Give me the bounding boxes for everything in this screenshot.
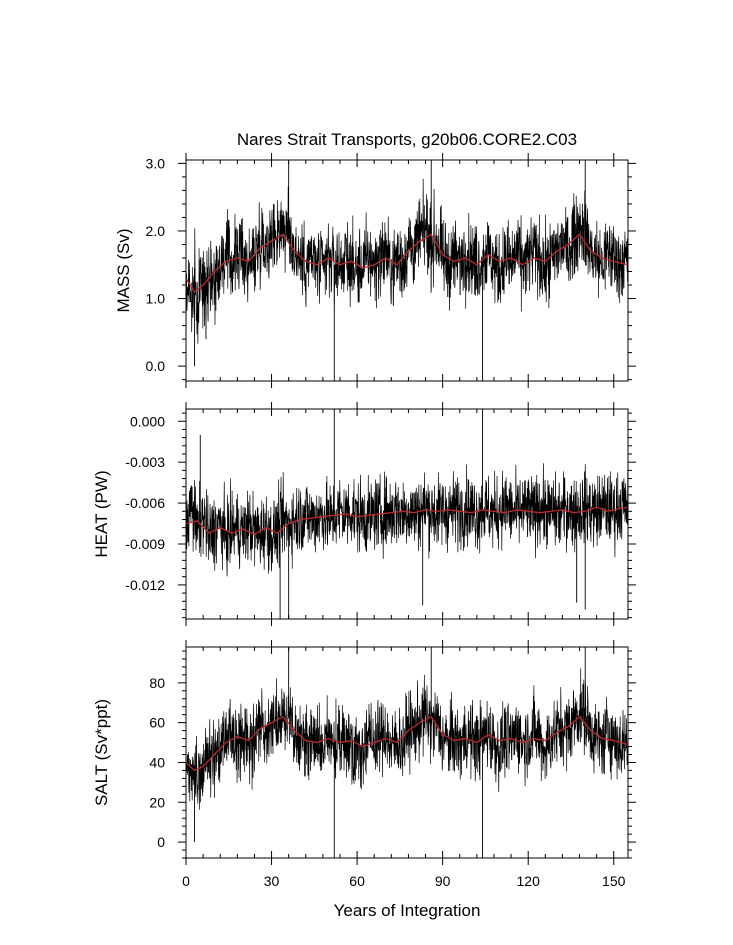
x-axis-label: Years of Integration — [334, 901, 481, 920]
series-monthly-heat — [186, 463, 628, 577]
panel-frame-salt — [185, 646, 629, 859]
y-tick-label-mass: 0.0 — [146, 358, 166, 374]
series-smoothed-heat — [186, 506, 628, 536]
y-tick-label-salt: 80 — [149, 675, 165, 691]
y-axis-label-mass: MASS (Sv) — [114, 228, 133, 312]
series-smoothed-salt — [186, 715, 628, 772]
x-tick-label: 0 — [182, 873, 190, 889]
x-tick-label: 30 — [264, 873, 280, 889]
y-tick-label-heat: 0.000 — [130, 413, 165, 429]
y-tick-label-salt: 40 — [149, 754, 165, 770]
panel-frame-heat — [185, 408, 629, 620]
y-tick-label-salt: 20 — [149, 794, 165, 810]
y-tick-label-mass: 1.0 — [146, 291, 166, 307]
plot-area-salt — [186, 647, 628, 858]
y-tick-label-mass: 2.0 — [146, 223, 166, 239]
panel-frame-mass — [185, 159, 629, 382]
series-smoothed-mass — [186, 233, 628, 293]
series-monthly-salt — [186, 668, 628, 810]
y-tick-label-heat: -0.012 — [125, 577, 165, 593]
y-tick-label-heat: -0.006 — [125, 495, 165, 511]
chart-title: Nares Strait Transports, g20b06.CORE2.C0… — [237, 130, 577, 149]
series-monthly-mass — [186, 178, 628, 344]
panel-heat: -0.012 -0.009 -0.006 -0.003 0.000 HEAT (PW) — [92, 402, 636, 626]
y-axis-label-heat: HEAT (PW) — [92, 470, 111, 557]
y-tick-label-salt: 60 — [149, 715, 165, 731]
y-tick-label-salt: 0 — [157, 834, 165, 850]
y-tick-label-heat: -0.003 — [125, 454, 165, 470]
x-tick-label: 150 — [602, 873, 626, 889]
panel-mass: 0.0 1.0 2.0 3.0 MASS (Sv) — [114, 153, 636, 388]
x-tick-label: 60 — [349, 873, 365, 889]
x-tick-label: 90 — [435, 873, 451, 889]
y-axis-label-salt: SALT (Sv*ppt) — [92, 699, 111, 806]
plot-area-heat — [186, 409, 628, 619]
panel-salt: 0 20 40 60 80 SALT (Sv*ppt) — [92, 640, 636, 865]
y-tick-label-heat: -0.009 — [125, 536, 165, 552]
plot-area-mass — [186, 160, 628, 381]
x-tick-label: 120 — [517, 873, 541, 889]
y-tick-label-mass: 3.0 — [146, 155, 166, 171]
